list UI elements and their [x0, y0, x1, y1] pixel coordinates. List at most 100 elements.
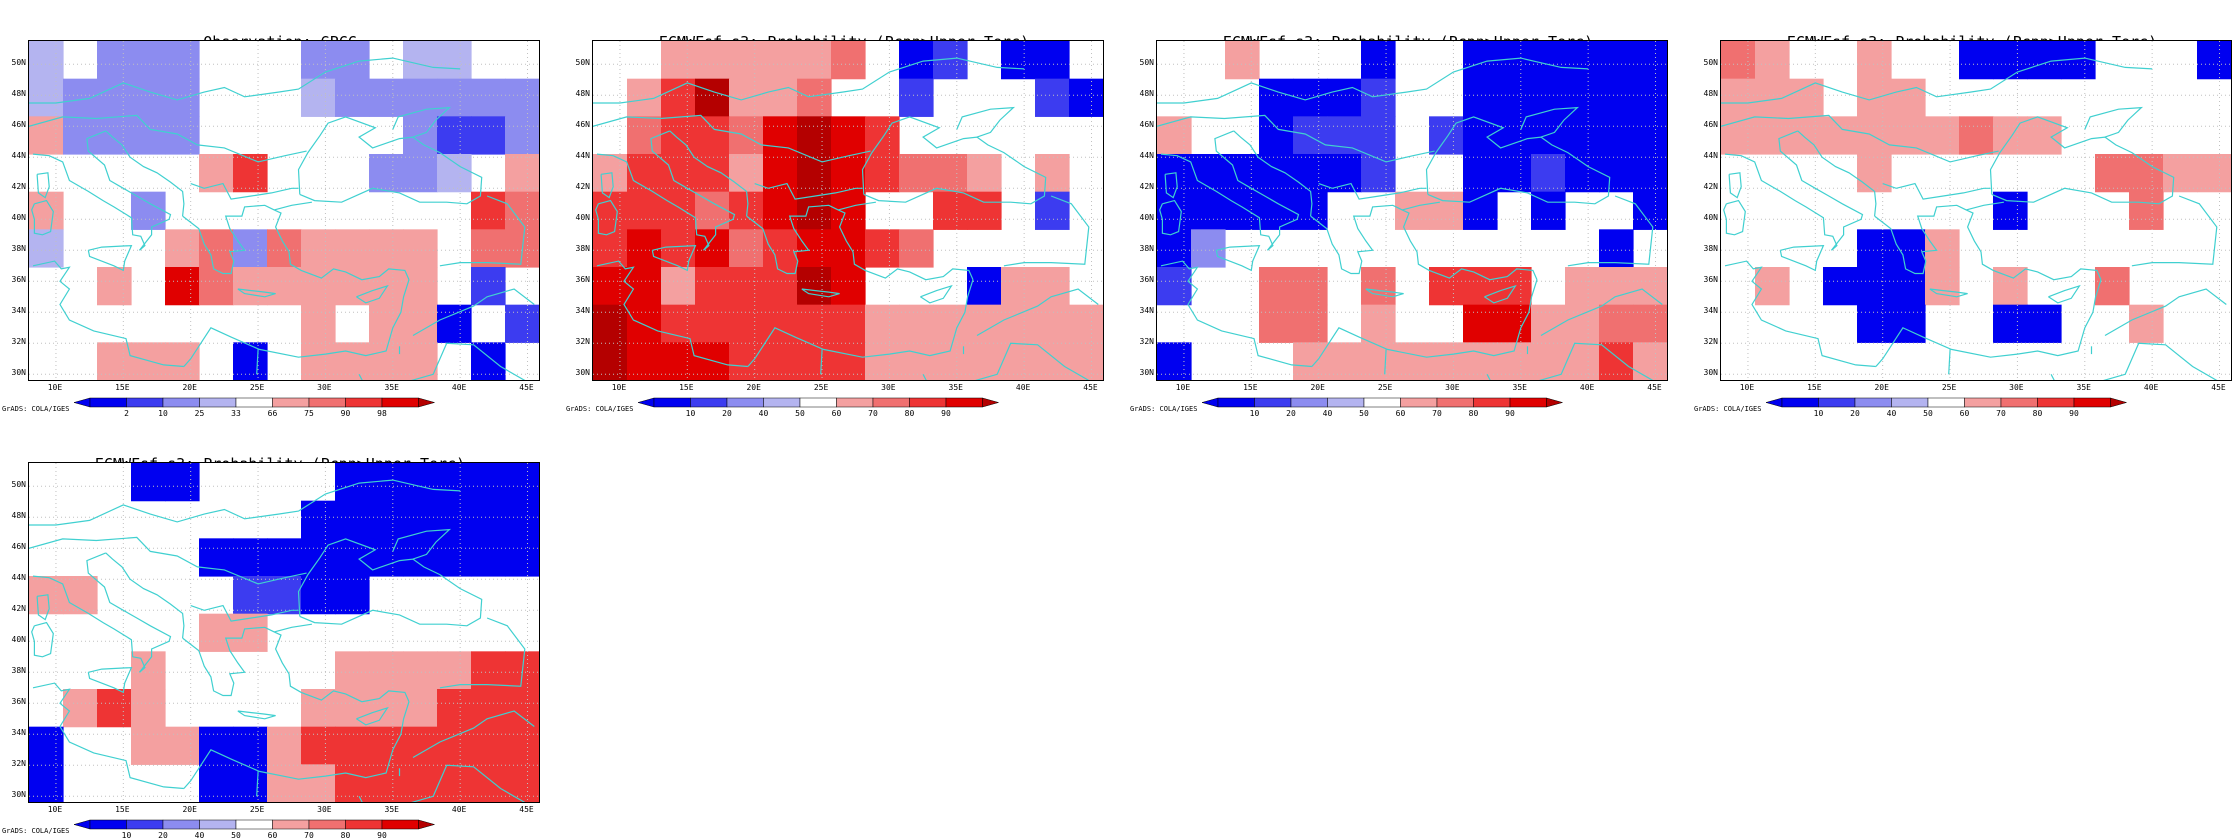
lat-label: 32N	[1139, 337, 1154, 347]
shaded-cell	[1633, 41, 1667, 80]
colorbar-swatch	[126, 397, 164, 408]
lat-label: 38N	[1703, 244, 1718, 254]
colorbar-label: 60	[831, 409, 842, 418]
shaded-cell	[1633, 267, 1667, 306]
shaded-cell	[403, 229, 438, 268]
lon-label: 15E	[1807, 383, 1822, 392]
shaded-cell	[437, 116, 472, 155]
lat-label: 46N	[575, 120, 590, 130]
coastline	[29, 536, 307, 585]
coastline	[2104, 288, 2227, 337]
shaded-cell	[831, 267, 866, 306]
shaded-cell	[831, 116, 866, 155]
shaded-cell	[505, 463, 539, 502]
shaded-cell	[403, 463, 438, 502]
lat-label: 44N	[1703, 151, 1718, 161]
shaded-cell	[627, 116, 662, 155]
lon-label: 25E	[1941, 383, 1957, 392]
map-canvas	[1721, 41, 2231, 380]
shaded-cell	[1599, 267, 1634, 306]
map-panel-2: ECMWFsf s3: Probability (Pcpn>Upper Terc…	[564, 0, 1124, 418]
precip-map	[1156, 40, 1668, 381]
shaded-cell	[1429, 342, 1464, 380]
shaded-cell	[1157, 342, 1192, 380]
shaded-cell	[301, 78, 336, 117]
lat-label: 36N	[11, 697, 26, 707]
lat-label: 38N	[11, 244, 26, 254]
shaded-cell	[1565, 342, 1600, 380]
lon-label: 10E	[47, 805, 63, 814]
shaded-cell	[369, 78, 404, 117]
shaded-cell	[29, 764, 64, 802]
coastline	[439, 617, 526, 689]
lon-label: 25E	[1377, 383, 1393, 392]
shaded-cell	[301, 304, 336, 343]
colorbar-swatch	[199, 819, 237, 830]
coastline	[274, 623, 312, 633]
shaded-cell	[1035, 304, 1070, 343]
shaded-cell	[267, 764, 302, 802]
shaded-cell	[1599, 78, 1634, 117]
shaded-cell	[1293, 304, 1328, 343]
colorbar-label: 90	[1505, 409, 1515, 418]
shaded-cell	[763, 229, 798, 268]
shaded-cell	[1225, 191, 1260, 230]
lon-label: 10E	[1739, 383, 1755, 392]
colorbar-swatch	[89, 819, 127, 830]
shaded-cell	[301, 576, 336, 615]
coastline	[36, 172, 50, 199]
shaded-cell	[1565, 41, 1600, 80]
coastline	[1215, 244, 1261, 272]
shaded-cell	[471, 229, 506, 268]
lon-label: 15E	[115, 383, 130, 392]
shaded-cell	[831, 41, 866, 80]
lon-label: 30E	[881, 383, 896, 392]
coastline	[356, 706, 389, 726]
coastline	[237, 288, 276, 298]
colorbar-label: 70	[868, 409, 878, 418]
shaded-cell	[593, 267, 628, 306]
lon-label: 35E	[948, 383, 963, 392]
shaded-cell	[1599, 41, 1634, 80]
coastline	[411, 342, 526, 380]
shaded-cell	[505, 764, 539, 802]
shaded-cell	[233, 764, 268, 802]
shaded-cell	[437, 689, 472, 728]
colorbar-low-arrow	[1202, 397, 1219, 408]
shaded-cell	[763, 78, 798, 117]
shaded-cell	[335, 538, 370, 577]
colorbar-swatch	[199, 397, 237, 408]
shaded-cell	[233, 538, 268, 577]
lon-label: 25E	[249, 383, 265, 392]
coastline	[650, 130, 736, 251]
shaded-cell	[1531, 342, 1566, 380]
lon-label: 20E	[746, 383, 761, 392]
colorbar	[638, 397, 1000, 408]
colorbar-label: 40	[1322, 409, 1333, 418]
coastline	[2048, 284, 2081, 304]
shaded-cell	[729, 191, 764, 230]
shaded-cell	[233, 154, 268, 193]
lon-label: 40E	[1579, 383, 1595, 392]
shaded-cell	[661, 342, 696, 380]
shaded-cell	[1925, 229, 1960, 268]
shaded-cell	[1857, 41, 1892, 80]
lat-label: 50N	[11, 480, 26, 490]
shaded-cell	[1599, 154, 1634, 193]
lat-label: 46N	[11, 542, 26, 552]
lat-label: 36N	[1703, 275, 1718, 285]
lon-label: 40E	[451, 805, 467, 814]
lat-label: 38N	[1139, 244, 1154, 254]
shaded-cell	[797, 78, 832, 117]
shaded-cell	[471, 689, 506, 728]
shaded-cell	[1721, 116, 1756, 155]
lat-label: 42N	[1703, 182, 1718, 192]
coastline	[1484, 284, 1517, 304]
coastline	[1779, 244, 1825, 272]
shaded-cell	[2129, 154, 2164, 193]
shaded-cell	[165, 41, 200, 80]
shaded-cell	[63, 576, 98, 615]
coastline	[392, 528, 452, 560]
shaded-cell	[1327, 154, 1362, 193]
shaded-cell	[967, 154, 1002, 193]
